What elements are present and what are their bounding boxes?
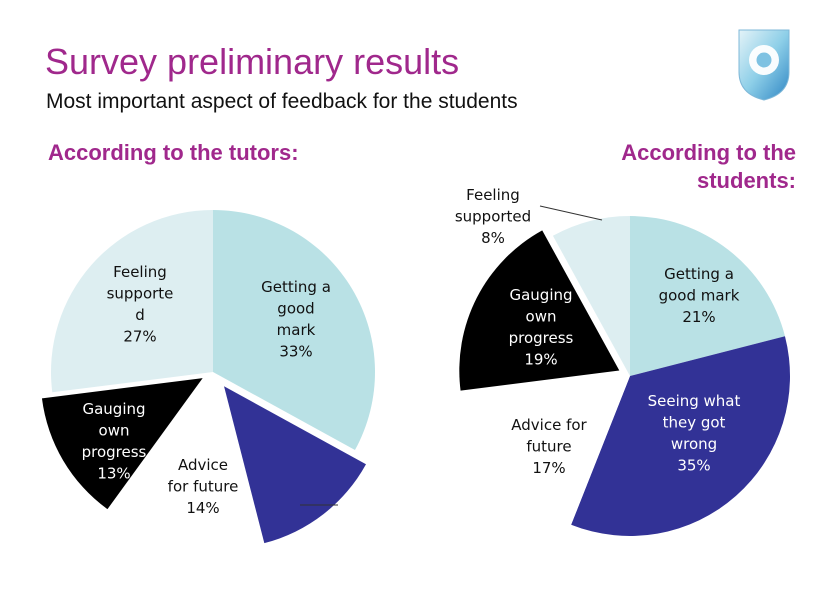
students-slice-feeling-supported (552, 216, 630, 376)
tutors-slice-advice-for-future (117, 372, 254, 534)
tutors-slice-seeing-what-they-got-wrong (224, 386, 366, 544)
students-label-advice-for-future: Advice for future 17% (511, 416, 587, 477)
tutors-slice-feeling-supported (51, 210, 213, 393)
tutors-label-gauging-own-progress: Gauging own progress 13% (82, 400, 147, 483)
students-slice-gauging-own-progress (459, 230, 620, 391)
students-leader-feeling-supported (539, 205, 603, 221)
students-slice-seeing-what-they-got-wrong (571, 336, 791, 536)
students-label-feeling-supported: Feeling supported 8% (455, 186, 531, 247)
tutors-chart-title: According to the tutors: (48, 140, 299, 165)
students-slice-advice-for-future (471, 376, 630, 525)
tutors-label-feeling-supported: Feeling supporte d 27% (107, 263, 174, 346)
tutors-slice-gauging-own-progress (41, 378, 203, 510)
tutors-label-getting-a-good-mark: Getting a good mark 33% (261, 278, 331, 361)
page-title: Survey preliminary results (45, 41, 460, 82)
tutors-pie: Getting a good mark 33% Advice for future 14% G… (41, 210, 375, 544)
tutors-label-advice-for-future: Advice for future 14% (168, 456, 239, 517)
students-label-gauging-own-progress: Gauging own progress 19% (509, 286, 574, 369)
students-slice-getting-a-good-mark (630, 216, 785, 376)
students-label-seeing-what-they-got-wrong: Seeing what they got wrong 35% (648, 392, 741, 475)
page-subtitle: Most important aspect of feedback for th… (46, 90, 518, 113)
students-label-getting-a-good-mark: Getting a good mark 21% (659, 265, 740, 326)
students-chart-title: According to the students: (621, 140, 796, 193)
open-university-shield-icon (738, 29, 790, 101)
students-pie: Getting a good mark 21% Seeing what they got… (455, 186, 791, 536)
tutors-slice-getting-a-good-mark (213, 210, 375, 451)
